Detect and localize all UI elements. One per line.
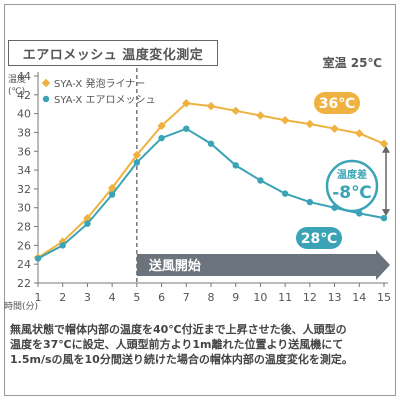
x-tick-label: 13 (328, 291, 342, 304)
room-temperature: 室温 25℃ (322, 56, 382, 70)
low-temp-label: 28℃ (301, 231, 337, 247)
data-point (305, 119, 315, 129)
y-tick-label: 30 (17, 202, 31, 215)
x-axis-label: 時間(分) (4, 301, 38, 312)
x-tick-label: 7 (183, 291, 190, 304)
x-tick-label: 14 (352, 291, 366, 304)
data-point (108, 191, 116, 198)
data-point (330, 124, 339, 133)
legend-label: SYA-X 発泡ライナー (54, 77, 145, 90)
y-tick-label: 22 (17, 277, 31, 290)
x-tick-label: 2 (59, 291, 66, 304)
legend-label: SYA-X エアロメッシュ (54, 95, 155, 106)
data-point (133, 159, 141, 166)
x-tick-label: 11 (278, 291, 292, 304)
caption-line: 1.5m/sの風を10分間送り続けた場合の帽体内部の温度変化を測定。 (10, 353, 353, 366)
data-point (132, 150, 142, 160)
y-tick-label: 34 (17, 164, 31, 177)
x-tick-label: 9 (232, 291, 239, 304)
data-point (379, 139, 389, 148)
x-tick-label: 5 (133, 291, 140, 304)
data-point (232, 162, 239, 169)
data-point (306, 198, 314, 206)
chart-caption: 無風状態で帽体内部の温度を40℃付近まで上昇させた後、人頭型の 温度を37℃に設… (10, 322, 390, 367)
data-point (59, 242, 66, 249)
data-point (183, 125, 190, 132)
high-temp-badge (314, 92, 360, 114)
x-tick-label: 8 (208, 291, 215, 304)
wind-start-label: 送風開始 (148, 258, 201, 274)
y-tick-label: 44 (17, 70, 31, 83)
data-point (355, 129, 364, 138)
x-tick-label: 10 (253, 291, 267, 304)
legend-marker (41, 78, 51, 88)
data-point (206, 101, 216, 111)
legend-marker (42, 95, 50, 103)
x-tick-label: 15 (377, 291, 391, 304)
y-axis-label: 温度 (8, 73, 26, 85)
y-tick-label: 26 (17, 239, 31, 252)
difference-arrow-head (382, 209, 390, 217)
x-tick-label: 12 (303, 291, 317, 304)
chart-title: エアロメッシュ 温度変化測定 (8, 40, 218, 66)
data-point (34, 255, 42, 262)
high-temp-label: 36℃ (319, 96, 355, 112)
data-point (281, 190, 289, 197)
x-tick-label: 6 (158, 291, 165, 304)
y-tick-label: 42 (17, 89, 31, 102)
y-tick-label: 40 (17, 108, 31, 121)
data-point (84, 220, 91, 227)
data-point (207, 140, 215, 147)
caption-line: 無風状態で帽体内部の温度を40℃付近まで上昇させた後、人頭型の (10, 323, 347, 336)
y-tick-label: 32 (17, 183, 31, 196)
y-tick-label: 24 (17, 258, 31, 271)
caption-line: 温度を37℃に設定、人頭型前方より1m離れた位置より送風機にて (10, 338, 344, 351)
x-tick-label: 4 (109, 291, 116, 304)
low-temp-badge (296, 227, 342, 249)
data-point (231, 106, 240, 116)
data-point (182, 99, 191, 108)
y-tick-label: 38 (17, 126, 31, 139)
y-tick-label: 36 (17, 145, 31, 158)
data-point (107, 183, 117, 193)
difference-label: 温度差 (337, 168, 367, 181)
data-point (157, 121, 166, 131)
data-point (158, 134, 165, 142)
data-point (280, 115, 290, 125)
wind-arrow (136, 250, 390, 280)
data-point (356, 210, 363, 217)
difference-value: -8℃ (332, 183, 371, 203)
data-point (256, 111, 265, 120)
x-tick-label: 3 (84, 291, 91, 304)
difference-badge (325, 159, 379, 213)
y-axis-unit: (℃) (8, 87, 25, 97)
x-tick-label: 1 (35, 291, 42, 304)
data-point (257, 177, 264, 184)
difference-arrow-head (382, 145, 390, 153)
data-point (380, 214, 388, 222)
y-tick-label: 28 (17, 221, 31, 234)
